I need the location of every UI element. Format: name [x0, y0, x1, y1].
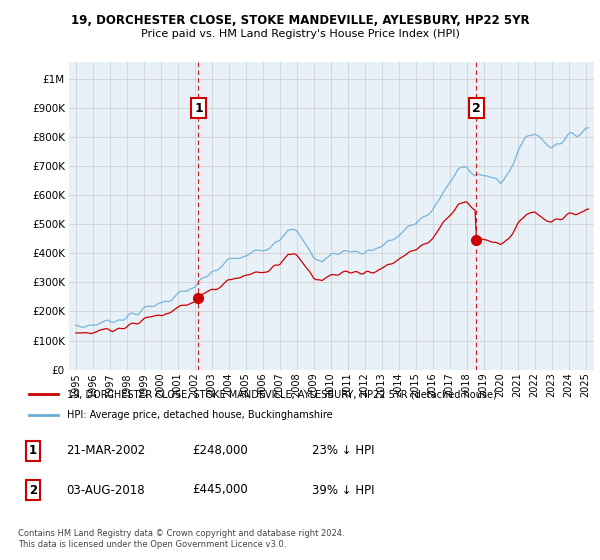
Text: 39% ↓ HPI: 39% ↓ HPI [312, 483, 374, 497]
Text: 23% ↓ HPI: 23% ↓ HPI [312, 444, 374, 458]
Text: 2: 2 [472, 101, 481, 115]
Text: £445,000: £445,000 [192, 483, 248, 497]
Text: 1: 1 [194, 101, 203, 115]
Text: HPI: Average price, detached house, Buckinghamshire: HPI: Average price, detached house, Buck… [67, 410, 332, 420]
Text: 2: 2 [29, 483, 37, 497]
Text: Contains HM Land Registry data © Crown copyright and database right 2024.
This d: Contains HM Land Registry data © Crown c… [18, 529, 344, 549]
Text: 03-AUG-2018: 03-AUG-2018 [66, 483, 145, 497]
Text: Price paid vs. HM Land Registry's House Price Index (HPI): Price paid vs. HM Land Registry's House … [140, 29, 460, 39]
Text: 21-MAR-2002: 21-MAR-2002 [66, 444, 145, 458]
Text: 19, DORCHESTER CLOSE, STOKE MANDEVILLE, AYLESBURY, HP22 5YR: 19, DORCHESTER CLOSE, STOKE MANDEVILLE, … [71, 14, 529, 27]
Text: £248,000: £248,000 [192, 444, 248, 458]
Text: 1: 1 [29, 444, 37, 458]
Text: 19, DORCHESTER CLOSE, STOKE MANDEVILLE, AYLESBURY, HP22 5YR (detached house): 19, DORCHESTER CLOSE, STOKE MANDEVILLE, … [67, 389, 496, 399]
